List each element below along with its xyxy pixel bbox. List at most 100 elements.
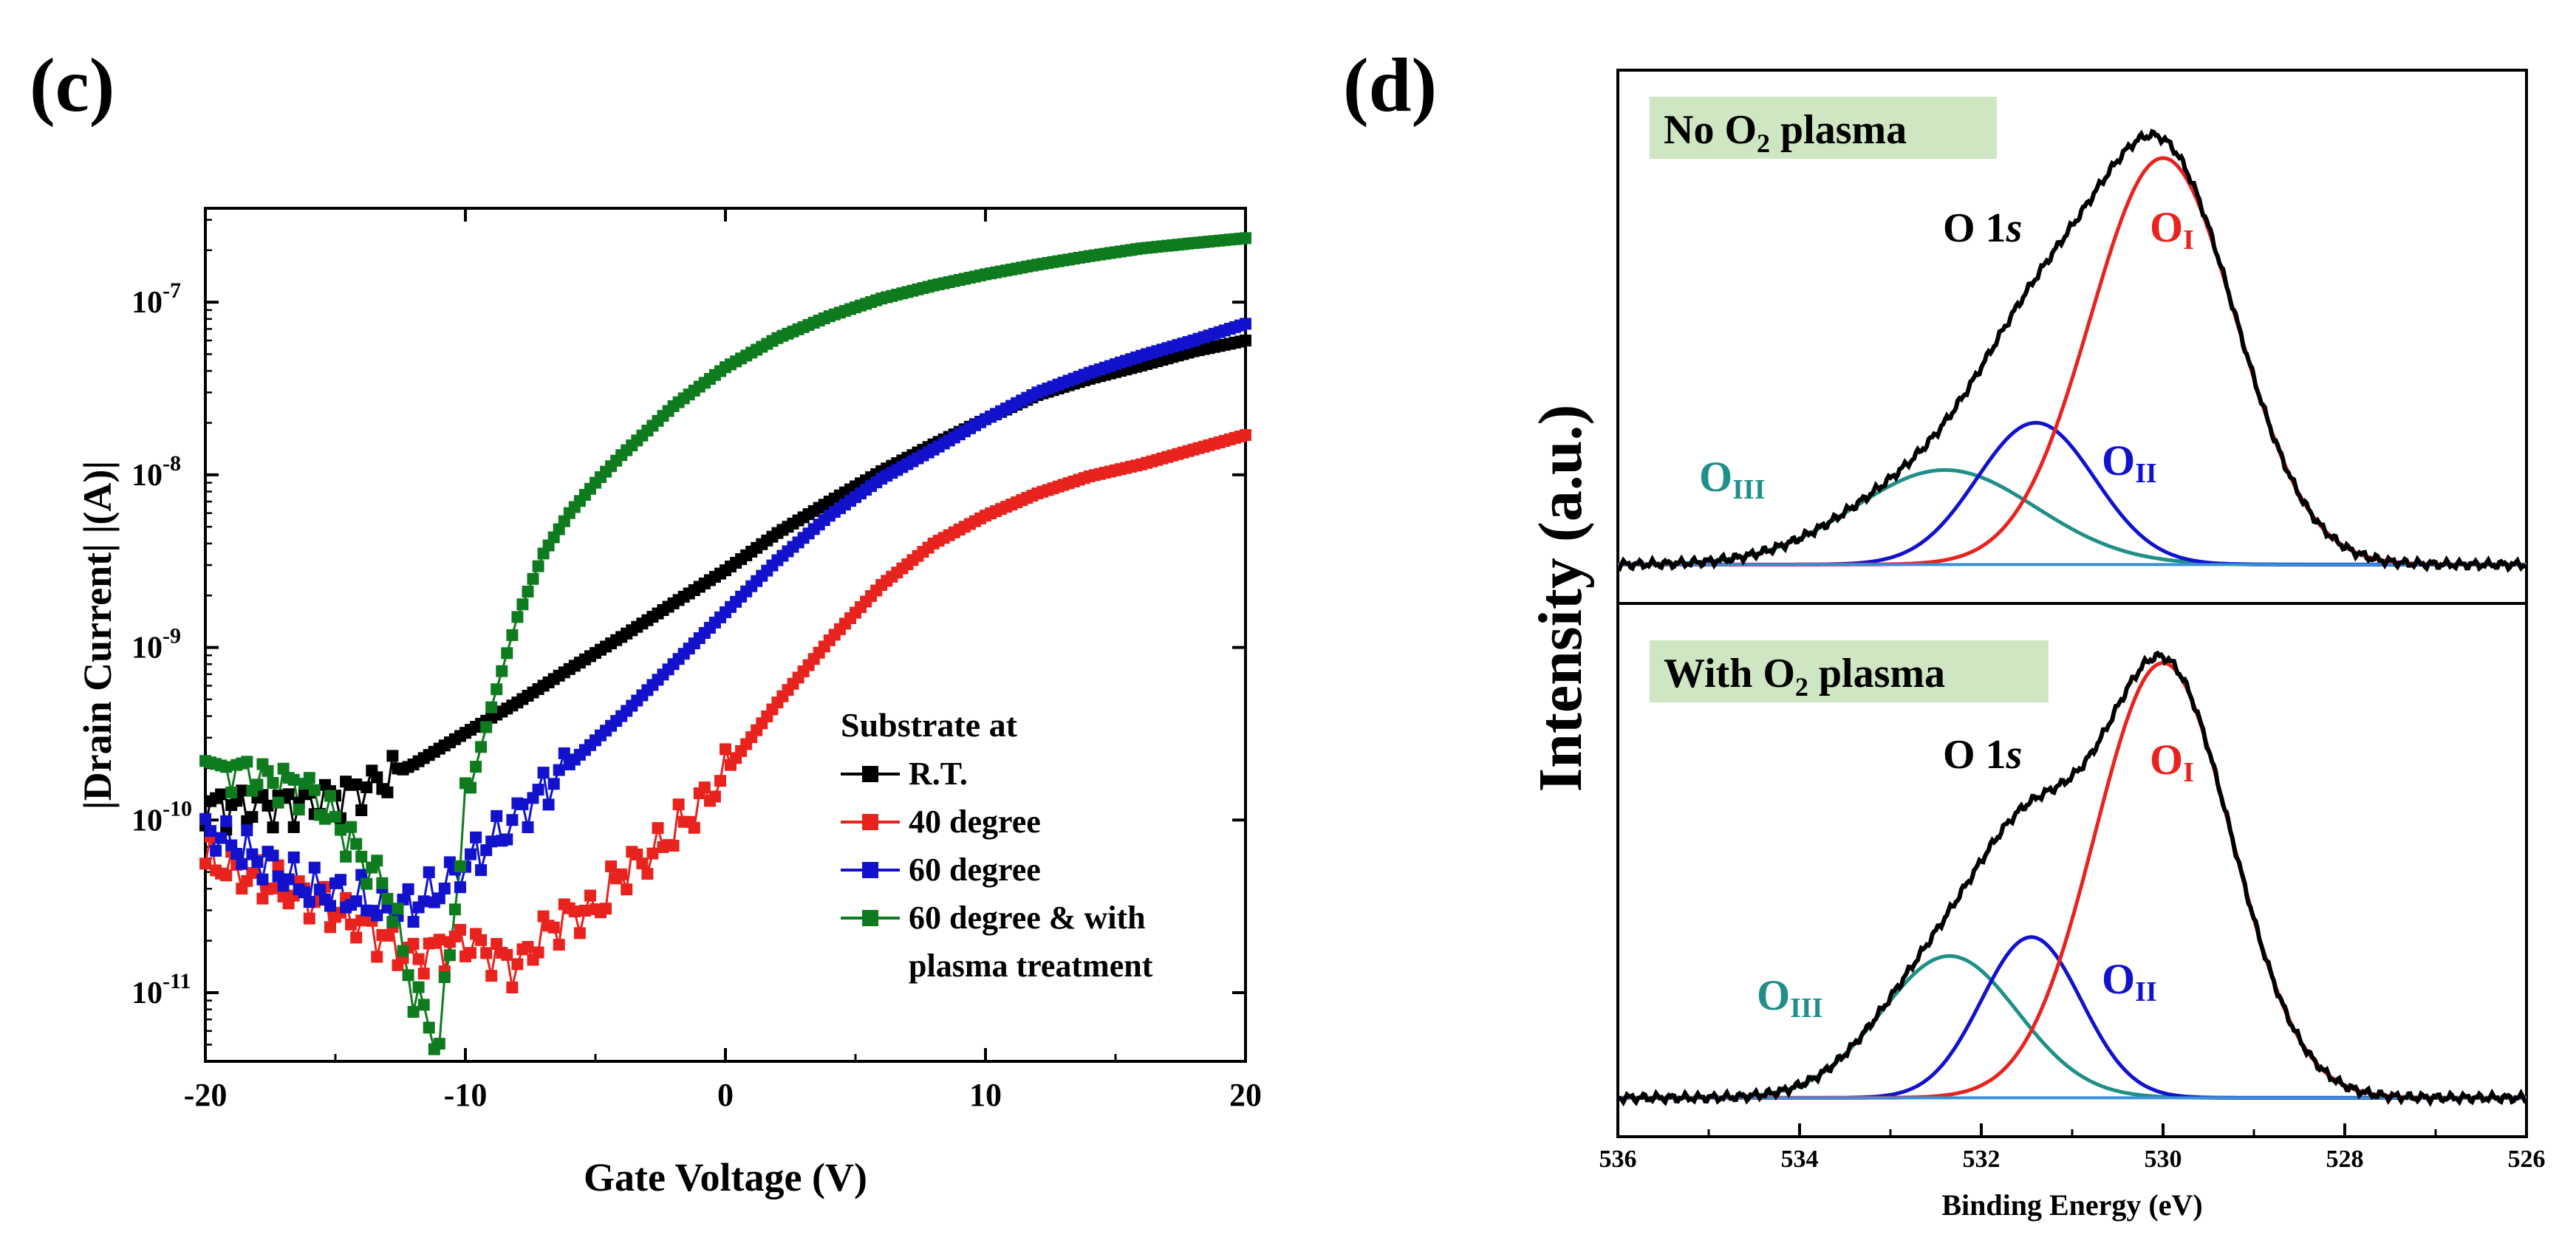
data-point <box>215 832 228 844</box>
data-point <box>220 815 233 827</box>
x-tick-label: 530 <box>2145 1146 2182 1173</box>
data-point <box>350 931 363 944</box>
data-point <box>547 921 560 934</box>
data-point <box>600 903 612 915</box>
data-point <box>293 804 305 816</box>
legend-title: Substrate at <box>841 706 1018 744</box>
data-point <box>324 900 336 912</box>
data-point <box>631 849 643 860</box>
data-point <box>287 821 300 833</box>
data-point <box>698 781 711 794</box>
label-oiii-bottom: OIII <box>1757 971 1823 1024</box>
plot-c-y-ticks: 10-11 10-10 10-9 10-8 10-7 <box>131 219 1246 1063</box>
data-point <box>485 970 498 982</box>
x-tick-label: 528 <box>2326 1146 2364 1173</box>
data-point <box>516 598 529 611</box>
label-oii-top: OII <box>2102 437 2157 489</box>
data-point <box>282 788 295 801</box>
label-oi-bottom: OI <box>2150 736 2194 788</box>
label-no-plasma: No O2 plasma <box>1664 107 1907 158</box>
data-point <box>241 824 253 837</box>
data-point <box>199 858 211 870</box>
data-point <box>470 761 482 773</box>
data-point <box>537 767 550 779</box>
legend-marker <box>862 766 878 782</box>
plot-d-bottom: With O2 plasma O 1s OI OII OIII 536 534 53… <box>1599 602 2546 1173</box>
legend-marker <box>862 862 878 878</box>
data-point <box>501 833 513 846</box>
x-tick-label: 20 <box>1229 1077 1262 1113</box>
data-point <box>542 798 555 811</box>
y-tick-label: 10-8 <box>131 451 181 493</box>
data-point <box>355 869 368 881</box>
x-tick-label: 534 <box>1781 1146 1819 1173</box>
label-box-with-plasma <box>1650 640 2049 702</box>
data-point <box>371 855 383 867</box>
x-tick-label: -10 <box>444 1077 488 1113</box>
data-point <box>313 883 326 896</box>
data-point <box>506 629 519 641</box>
data-point <box>553 939 565 951</box>
legend-label: 60 degree <box>909 852 1041 888</box>
data-point <box>506 982 519 993</box>
data-point <box>573 927 586 939</box>
data-point <box>407 937 420 950</box>
data-point <box>667 840 680 852</box>
data-point <box>532 784 544 796</box>
data-point <box>605 860 618 872</box>
plot-d-top: No O2 plasma O 1s OI OII OIII <box>1616 69 2528 605</box>
data-point <box>547 778 560 790</box>
data-point <box>355 804 368 816</box>
data-point <box>350 778 363 790</box>
data-point <box>475 934 488 946</box>
data-point <box>402 883 414 895</box>
data-point <box>220 761 233 773</box>
data-point <box>714 775 726 787</box>
data-point <box>324 790 336 802</box>
envelope-curve <box>1617 650 2528 1107</box>
data-point <box>438 883 451 894</box>
data-point <box>371 771 383 784</box>
data-point <box>303 896 315 908</box>
data-point <box>335 824 346 836</box>
plot-d-top-curves <box>1616 129 2527 573</box>
data-point <box>480 721 493 733</box>
data-point <box>454 860 466 872</box>
data-point <box>537 910 550 922</box>
peak-curve-OII <box>1618 935 2527 1100</box>
plot-c-series-markers <box>199 232 1251 1055</box>
data-point <box>475 864 488 877</box>
data-point <box>553 764 565 776</box>
data-point <box>345 918 358 931</box>
y-tick-label: 10-11 <box>131 969 191 1010</box>
data-point <box>532 946 544 959</box>
legend-label: 40 degree <box>909 804 1041 840</box>
data-point <box>251 778 264 791</box>
data-point <box>465 848 476 860</box>
x-tick-label: 526 <box>2508 1146 2546 1173</box>
plot-d-x-ticks: 536 534 532 530 528 526 <box>1599 1123 2546 1173</box>
legend-marker <box>862 814 878 830</box>
data-point <box>361 781 373 793</box>
data-point <box>448 903 461 916</box>
x-tick-label: 532 <box>1963 1146 2001 1173</box>
data-point <box>652 822 664 835</box>
data-point <box>1240 318 1251 330</box>
data-point <box>506 814 519 826</box>
data-point <box>532 560 544 572</box>
data-point <box>371 951 383 963</box>
label-oi-top: OI <box>2150 203 2194 256</box>
data-point <box>392 903 404 915</box>
data-point <box>267 882 279 894</box>
data-point <box>615 868 628 880</box>
data-point <box>371 909 383 922</box>
data-point <box>262 764 274 777</box>
data-point <box>230 848 243 860</box>
data-point <box>335 874 346 886</box>
data-point <box>287 851 300 863</box>
data-point <box>298 886 310 899</box>
data-point <box>527 572 539 585</box>
data-point <box>480 947 493 959</box>
data-point <box>568 906 581 917</box>
data-point <box>465 781 476 794</box>
